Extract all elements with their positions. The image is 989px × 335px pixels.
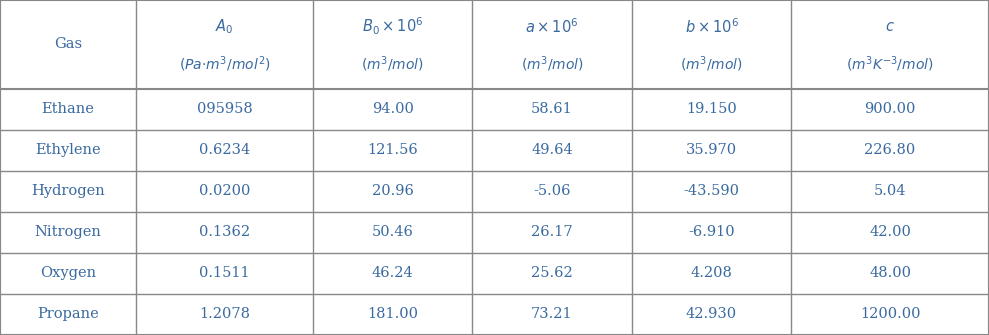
Text: $(m^3/mol)$: $(m^3/mol)$ — [520, 54, 584, 74]
Text: $b\times10^6$: $b\times10^6$ — [684, 17, 739, 36]
Text: 226.80: 226.80 — [864, 143, 916, 157]
Text: 181.00: 181.00 — [367, 308, 418, 322]
Text: 73.21: 73.21 — [531, 308, 573, 322]
Text: 58.61: 58.61 — [531, 102, 573, 116]
Text: 35.970: 35.970 — [686, 143, 737, 157]
Text: Ethane: Ethane — [42, 102, 95, 116]
Text: $(m^3/mol)$: $(m^3/mol)$ — [680, 54, 743, 74]
Text: 26.17: 26.17 — [531, 225, 573, 240]
Text: 50.46: 50.46 — [372, 225, 413, 240]
Text: 42.00: 42.00 — [869, 225, 911, 240]
Text: 25.62: 25.62 — [531, 266, 573, 280]
Text: $(Pa{\cdot}m^3/mol^2)$: $(Pa{\cdot}m^3/mol^2)$ — [179, 54, 270, 74]
Text: Oxygen: Oxygen — [41, 266, 96, 280]
Text: 46.24: 46.24 — [372, 266, 413, 280]
Text: $(m^3K^{-3}/mol)$: $(m^3K^{-3}/mol)$ — [847, 54, 934, 74]
Text: $A_0$: $A_0$ — [216, 17, 233, 36]
Text: 900.00: 900.00 — [864, 102, 916, 116]
Text: Propane: Propane — [38, 308, 99, 322]
Text: 0.1511: 0.1511 — [199, 266, 250, 280]
Text: Nitrogen: Nitrogen — [35, 225, 102, 240]
Text: Gas: Gas — [54, 38, 82, 51]
Text: -43.590: -43.590 — [683, 184, 740, 198]
Text: 94.00: 94.00 — [372, 102, 413, 116]
Text: 4.208: 4.208 — [690, 266, 733, 280]
Text: $(m^3/mol)$: $(m^3/mol)$ — [361, 54, 424, 74]
Text: Hydrogen: Hydrogen — [32, 184, 105, 198]
Text: -5.06: -5.06 — [533, 184, 571, 198]
Text: 1.2078: 1.2078 — [199, 308, 250, 322]
Text: $a\times10^6$: $a\times10^6$ — [525, 17, 579, 36]
Text: 0.6234: 0.6234 — [199, 143, 250, 157]
Text: 20.96: 20.96 — [372, 184, 413, 198]
Text: 095958: 095958 — [197, 102, 252, 116]
Text: 19.150: 19.150 — [686, 102, 737, 116]
Text: Ethylene: Ethylene — [36, 143, 101, 157]
Text: $c$: $c$ — [885, 20, 895, 34]
Text: 48.00: 48.00 — [869, 266, 911, 280]
Text: 0.0200: 0.0200 — [199, 184, 250, 198]
Text: 121.56: 121.56 — [367, 143, 418, 157]
Text: 42.930: 42.930 — [686, 308, 737, 322]
Text: 0.1362: 0.1362 — [199, 225, 250, 240]
Text: -6.910: -6.910 — [688, 225, 735, 240]
Text: 49.64: 49.64 — [531, 143, 573, 157]
Text: 5.04: 5.04 — [874, 184, 906, 198]
Text: 1200.00: 1200.00 — [859, 308, 921, 322]
Text: $B_0\times10^6$: $B_0\times10^6$ — [362, 16, 423, 37]
